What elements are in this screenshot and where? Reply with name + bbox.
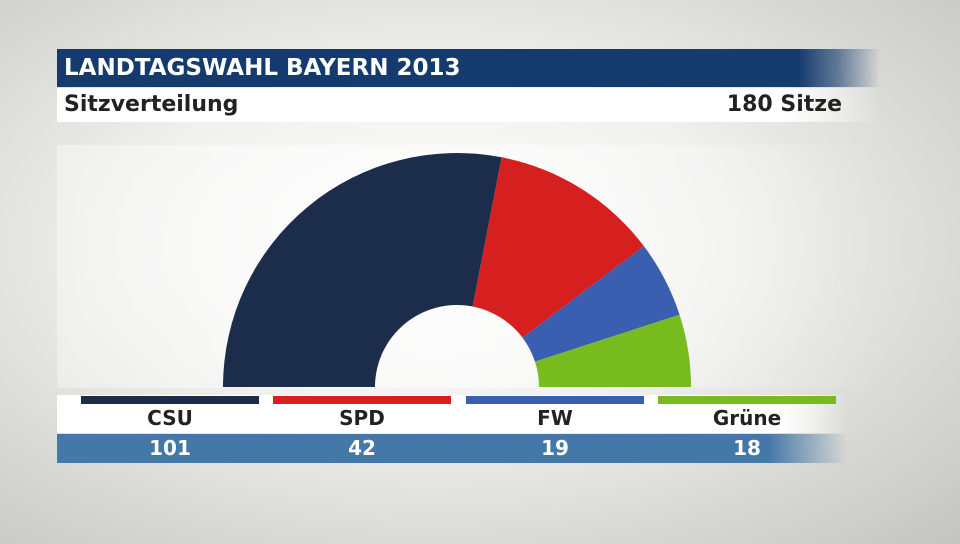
seat-values-row: 101 42 19 18: [57, 434, 847, 463]
legend-label: FW: [537, 406, 573, 430]
seat-value-gr-ne: 18: [733, 436, 761, 460]
seat-value-fw: 19: [541, 436, 569, 460]
legend-label: SPD: [339, 406, 385, 430]
seat-value-csu: 101: [149, 436, 191, 460]
legend: CSU SPD FW Grüne: [57, 395, 847, 433]
legend-label: CSU: [147, 406, 193, 430]
chart-panel: [57, 145, 880, 388]
hemicycle-segment-grüne: [534, 314, 691, 387]
legend-swatch: [658, 396, 836, 404]
hemicycle-segment-csu: [223, 152, 502, 387]
legend-item-gr-ne: Grüne: [658, 395, 836, 433]
legend-swatch: [466, 396, 644, 404]
legend-item-fw: FW: [466, 395, 644, 433]
legend-item-csu: CSU: [81, 395, 259, 433]
chart-title: LANDTAGSWAHL BAYERN 2013: [57, 49, 880, 87]
legend-swatch: [81, 396, 259, 404]
total-seats-label: 180 Sitze: [726, 92, 842, 117]
chart-subtitle: Sitzverteilung: [64, 92, 239, 117]
seat-value-spd: 42: [348, 436, 376, 460]
hemicycle-segment-spd: [472, 157, 644, 338]
subtitle-bar: Sitzverteilung 180 Sitze: [57, 88, 880, 122]
hemicycle-segment-fw: [522, 246, 680, 362]
legend-item-spd: SPD: [273, 395, 451, 433]
hemicycle-chart: [223, 152, 691, 387]
legend-label: Grüne: [712, 406, 782, 430]
legend-swatch: [273, 396, 451, 404]
